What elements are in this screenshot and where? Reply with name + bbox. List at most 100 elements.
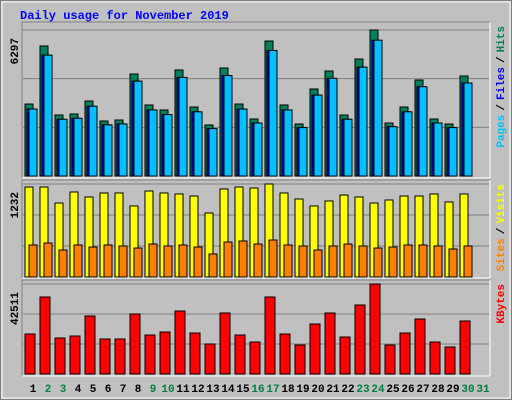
legend-separator: / (496, 227, 508, 234)
bar (354, 304, 366, 375)
bar (283, 109, 293, 177)
x-tick-label: 9 (150, 384, 157, 396)
bar (399, 332, 411, 375)
x-tick-label: 1 (30, 384, 37, 396)
legend-entry: Visits (496, 184, 508, 224)
x-tick-label: 29 (446, 384, 459, 396)
bar (234, 334, 246, 375)
legend-entry: KBytes (496, 284, 508, 324)
bar (384, 344, 396, 375)
bar (43, 242, 53, 278)
x-tick-label: 4 (75, 384, 82, 396)
bar (268, 49, 278, 177)
y-tick-label: 42511 (10, 292, 22, 325)
bar (358, 245, 368, 278)
bar (43, 54, 53, 177)
bar (328, 77, 338, 177)
bar (103, 244, 113, 278)
x-tick-label: 27 (416, 384, 429, 396)
bar (328, 245, 338, 278)
x-tick-label: 17 (266, 384, 279, 396)
x-tick-label: 3 (60, 384, 67, 396)
bar (339, 336, 351, 375)
x-tick-label: 30 (461, 384, 474, 396)
bar (114, 338, 126, 375)
bar (343, 243, 353, 278)
legend-entry: Files (496, 67, 508, 100)
x-tick-label: 10 (161, 384, 174, 396)
x-tick-label: 31 (476, 384, 490, 396)
legend-entry: Sites (496, 238, 508, 271)
bar (373, 39, 383, 177)
bar (429, 341, 441, 375)
bar (373, 247, 383, 278)
bar (388, 246, 398, 278)
bar (73, 117, 83, 177)
bar (268, 239, 278, 278)
x-tick-label: 14 (221, 384, 235, 396)
bar (189, 332, 201, 375)
x-tick-label: 13 (206, 384, 220, 396)
bar (118, 123, 128, 177)
bar (58, 249, 68, 278)
bar (178, 76, 188, 177)
x-tick-label: 22 (341, 384, 354, 396)
bar (144, 334, 156, 375)
bar (159, 331, 171, 375)
bar (418, 244, 428, 278)
bar (448, 248, 458, 278)
x-tick-label: 19 (296, 384, 309, 396)
bar (343, 118, 353, 177)
bar (204, 343, 216, 375)
bar (369, 283, 381, 375)
x-tick-label: 26 (401, 384, 414, 396)
bar (54, 337, 66, 375)
x-tick-label: 15 (236, 384, 250, 396)
bar (433, 245, 443, 278)
bar (433, 122, 443, 177)
bar (279, 333, 291, 375)
bar (69, 335, 81, 375)
legend: Pages / Files / Hits (496, 26, 508, 148)
bar (223, 241, 233, 278)
bar (223, 75, 233, 177)
bar (294, 344, 306, 375)
bar (193, 246, 203, 278)
bar (163, 245, 173, 278)
x-tick-label: 20 (311, 384, 324, 396)
bar (264, 296, 276, 375)
x-tick-label: 7 (120, 384, 127, 396)
x-tick-label: 5 (90, 384, 97, 396)
bar (459, 320, 471, 375)
bar (414, 318, 426, 375)
bar (298, 127, 308, 177)
x-tick-label: 28 (431, 384, 445, 396)
bar (88, 105, 98, 177)
bar (133, 80, 143, 177)
legend-entry: Hits (496, 26, 508, 52)
bar (283, 244, 293, 278)
bar (178, 244, 188, 278)
x-tick-label: 25 (386, 384, 400, 396)
bar (118, 245, 128, 278)
bar (219, 312, 231, 375)
bar (73, 244, 83, 278)
bar (103, 124, 113, 177)
legend: Sites / Visits (496, 184, 508, 271)
bar (58, 118, 68, 177)
bar (208, 253, 218, 278)
x-tick-label: 21 (326, 384, 340, 396)
bar (28, 108, 38, 177)
bar (448, 127, 458, 177)
bar (324, 312, 336, 375)
bar (298, 245, 308, 278)
x-tick-label: 24 (371, 384, 385, 396)
bar (388, 126, 398, 177)
legend-entry: Pages (496, 115, 508, 148)
legend-separator: / (496, 56, 508, 63)
bar (99, 338, 111, 375)
bar (238, 240, 248, 278)
bar (208, 128, 218, 177)
chart-title: Daily usage for November 2019 (20, 9, 229, 23)
